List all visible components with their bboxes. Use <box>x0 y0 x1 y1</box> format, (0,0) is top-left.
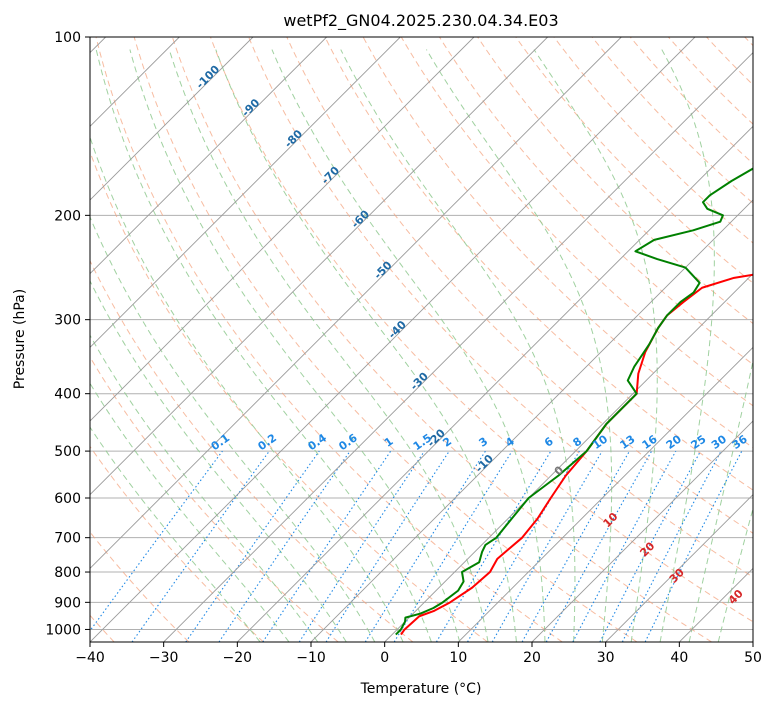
moist-adiabat-line <box>95 49 432 642</box>
mixing-ratio-line <box>262 450 392 642</box>
isotherm-line <box>90 37 254 201</box>
moist-adiabat-line <box>271 49 546 642</box>
mixing-ratio-line <box>393 450 513 642</box>
moist-adiabat-line <box>717 506 753 642</box>
profile-series <box>395 167 753 636</box>
dry-adiabat-line <box>90 259 414 642</box>
x-axis: −40 −30 −20 −10 0 10 20 30 40 50 <box>75 642 762 666</box>
x-tick-label: 30 <box>597 650 615 666</box>
moist-adiabat-line <box>215 49 517 642</box>
isotherm-line <box>531 420 753 642</box>
x-tick-label: −40 <box>75 650 105 666</box>
x-tick-label: 10 <box>449 650 467 666</box>
mixing-ratio-line <box>298 450 425 642</box>
dry-adiabat-line <box>324 37 753 491</box>
y-tick-label: 200 <box>54 208 81 224</box>
x-axis-title: Temperature (°C) <box>360 681 482 697</box>
isotherm-line <box>237 125 753 642</box>
dewpoint-profile-line <box>395 167 753 636</box>
dry-adiabat-line <box>171 37 712 642</box>
dry-adiabat-line <box>515 37 753 284</box>
y-tick-label: 400 <box>54 387 81 403</box>
isotherm-line <box>90 37 696 642</box>
isotherm-line <box>310 199 753 642</box>
x-tick-label: −30 <box>149 650 179 666</box>
y-tick-label: 100 <box>54 30 81 46</box>
x-tick-label: −10 <box>296 650 326 666</box>
y-tick-label: 800 <box>54 565 81 581</box>
plot-frame <box>89 36 754 643</box>
y-axis: 100 200 300 400 500 600 700 800 900 1000 <box>45 30 90 638</box>
dry-adiabat-line <box>591 37 753 204</box>
dry-adiabat-line <box>90 445 264 642</box>
isotherm-line <box>458 346 753 642</box>
dry-adiabat-line <box>400 37 753 407</box>
chart-title: wetPf2_GN04.2025.230.04.34.E03 <box>283 11 558 31</box>
skewed-isotherms <box>90 37 753 642</box>
mixing-ratio-line <box>644 450 743 642</box>
moist-adiabat-line <box>90 279 347 642</box>
y-tick-label: 700 <box>54 531 81 547</box>
moist-adiabats <box>90 49 753 642</box>
mixing-ratio-line <box>545 450 653 642</box>
mixing-ratio-lines <box>90 450 743 642</box>
x-tick-label: 0 <box>380 650 389 666</box>
moist-adiabat-line <box>533 49 658 642</box>
isotherm-line <box>90 37 622 569</box>
isotherm-line <box>90 37 401 348</box>
x-tick-label: −20 <box>223 650 253 666</box>
dry-adiabat-line <box>133 37 638 642</box>
mixing-ratio-line <box>185 450 320 642</box>
isotherm-line <box>605 494 753 642</box>
y-axis-title: Pressure (hPa) <box>12 289 28 389</box>
x-tick-label: 50 <box>744 650 762 666</box>
y-tick-label: 900 <box>54 595 81 611</box>
moist-adiabat-line <box>688 358 753 642</box>
moist-adiabat-line <box>168 49 489 642</box>
mixing-ratio-line <box>90 450 223 632</box>
moist-adiabat-line <box>90 135 404 642</box>
moist-adiabat-line <box>90 382 290 642</box>
dry-adiabat-line <box>210 37 753 623</box>
moist-adiabat-line <box>340 49 576 642</box>
moist-adiabat-line <box>90 334 319 642</box>
y-tick-label: 500 <box>54 444 81 460</box>
plot-area <box>90 37 753 642</box>
mixing-ratio-line <box>325 450 450 642</box>
y-tick-label: 600 <box>54 491 81 507</box>
dry-adiabat-line <box>95 37 563 642</box>
y-tick-label: 1000 <box>45 622 81 638</box>
moist-adiabat-line <box>90 426 261 642</box>
mixing-ratio-line <box>218 450 351 642</box>
x-tick-label: 40 <box>670 650 688 666</box>
mixing-ratio-line <box>521 450 630 642</box>
mixing-ratio-line <box>572 450 677 642</box>
dry-adiabat-line <box>477 37 753 325</box>
isotherm-line <box>384 273 753 642</box>
isotherm-line <box>90 37 548 496</box>
mixing-ratio-line <box>131 450 270 642</box>
isotherm-line <box>163 52 753 642</box>
x-tick-label: 20 <box>523 650 541 666</box>
dry-adiabat-line <box>629 37 753 165</box>
isotherm-line <box>90 37 327 275</box>
temperature-profile-line <box>400 273 753 636</box>
isotherm-line <box>90 37 475 422</box>
dry-adiabat-line <box>248 37 753 578</box>
moist-adiabat-line <box>659 49 715 642</box>
y-tick-label: 300 <box>54 313 81 329</box>
